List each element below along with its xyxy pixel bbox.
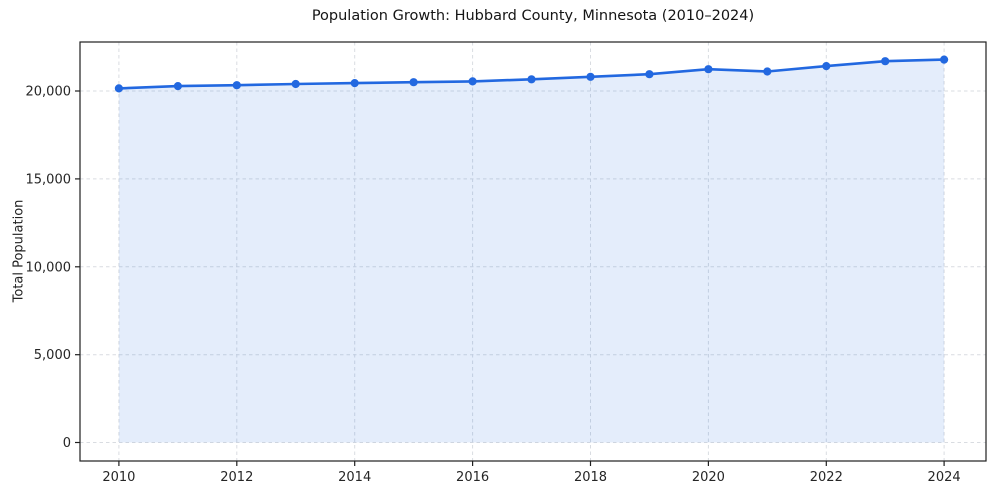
data-point-2014 (350, 79, 359, 88)
y-tick-label: 0 (63, 436, 71, 451)
data-point-2018 (586, 72, 595, 81)
x-tick-label: 2022 (810, 470, 843, 485)
y-tick-label: 15,000 (26, 172, 72, 187)
data-point-2010 (114, 84, 123, 93)
plot-frame (79, 41, 987, 462)
data-point-2012 (232, 81, 241, 90)
x-tick-label: 2020 (692, 470, 725, 485)
y-tick-label: 10,000 (26, 260, 72, 275)
x-tick-label: 2024 (928, 470, 961, 485)
x-tick-label: 2018 (574, 470, 607, 485)
data-point-2020 (704, 65, 713, 74)
y-tick-label: 20,000 (26, 85, 72, 100)
data-point-2011 (173, 82, 182, 91)
x-tick-label: 2014 (338, 470, 371, 485)
y-axis-title: Total Population (11, 199, 27, 303)
data-point-2017 (527, 75, 536, 84)
data-point-2019 (645, 70, 654, 79)
data-point-2023 (881, 57, 890, 66)
x-tick-label: 2010 (102, 470, 135, 485)
data-point-2016 (468, 77, 477, 86)
x-tick-label: 2016 (456, 470, 489, 485)
series-area-fill (118, 59, 945, 443)
data-point-2024 (940, 55, 949, 64)
chart-title: Population Growth: Hubbard County, Minne… (311, 8, 755, 24)
data-point-2013 (291, 79, 300, 89)
data-point-2021 (763, 67, 772, 76)
x-tick-label: 2012 (220, 470, 253, 485)
data-point-2022 (822, 62, 831, 71)
data-point-2015 (409, 78, 418, 87)
y-tick-label: 5,000 (34, 348, 71, 363)
